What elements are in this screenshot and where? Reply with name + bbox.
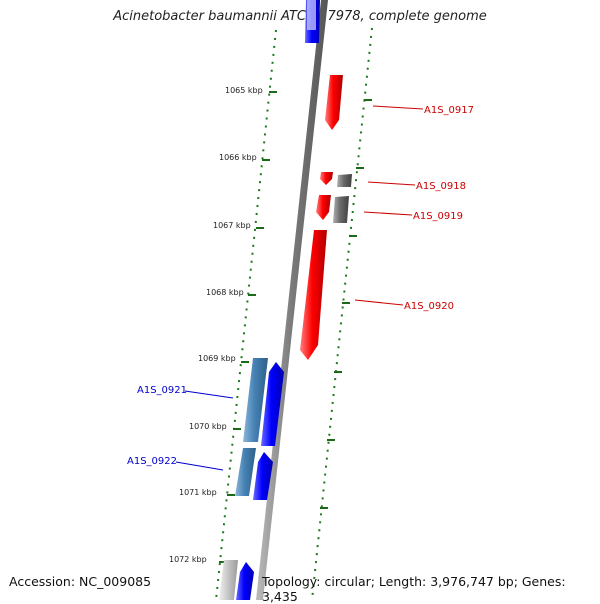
label-line-a1s-0917 [372,105,424,110]
gene-feature-a1s-0920[interactable] [300,230,327,360]
gene-feature-a1s-0922[interactable] [253,452,273,500]
gene-feature-a1s-0918[interactable] [320,172,333,185]
gene-feature-bottom-forward[interactable] [236,562,254,600]
label-line-a1s-0922 [175,461,224,471]
gene-feature-a1s-0922-steel[interactable] [235,448,256,496]
outer-tick-marks [320,99,372,509]
gene-feature-a1s-0921[interactable] [261,362,284,446]
tick-label-1066: 1066 kbp [219,153,257,162]
tick-label-1065: 1065 kbp [225,86,263,95]
gene-label-a1s-0918[interactable]: A1S_0918 [416,181,466,192]
label-line-a1s-0920 [354,299,404,306]
inner-tick-marks [219,91,277,563]
gene-feature-top-forward-highlight [307,0,316,30]
accession-text: Accession: NC_009085 [9,574,152,589]
label-line-a1s-0918 [367,181,416,186]
gene-feature-a1s-0917[interactable] [325,75,343,130]
gene-feature-bottom-grey[interactable] [219,560,238,600]
gene-feature-a1s-0919[interactable] [316,195,331,220]
tick-label-1067: 1067 kbp [213,221,251,230]
gene-feature-a1s-0918-pseudo[interactable] [337,174,352,187]
tick-label-1069: 1069 kbp [198,354,236,363]
genome-backbone [256,0,328,600]
map-title: Acinetobacter baumannii ATCC 17978, comp… [113,9,487,24]
tick-label-1070: 1070 kbp [189,422,227,431]
label-line-a1s-0921 [184,390,234,399]
gene-label-a1s-0922[interactable]: A1S_0922 [127,456,177,467]
gene-label-a1s-0921[interactable]: A1S_0921 [137,385,187,396]
gene-feature-a1s-0919-pseudo[interactable] [333,196,349,223]
outer-tick-ring [311,27,373,600]
gene-label-a1s-0920[interactable]: A1S_0920 [404,301,454,312]
gene-label-a1s-0917[interactable]: A1S_0917 [424,105,474,116]
label-line-a1s-0919 [363,211,413,216]
tick-label-1072: 1072 kbp [169,555,207,564]
gene-feature-a1s-0921-steel[interactable] [243,358,268,442]
tick-label-1071: 1071 kbp [179,488,217,497]
gene-label-a1s-0919[interactable]: A1S_0919 [413,211,463,222]
tick-label-1068: 1068 kbp [206,288,244,297]
